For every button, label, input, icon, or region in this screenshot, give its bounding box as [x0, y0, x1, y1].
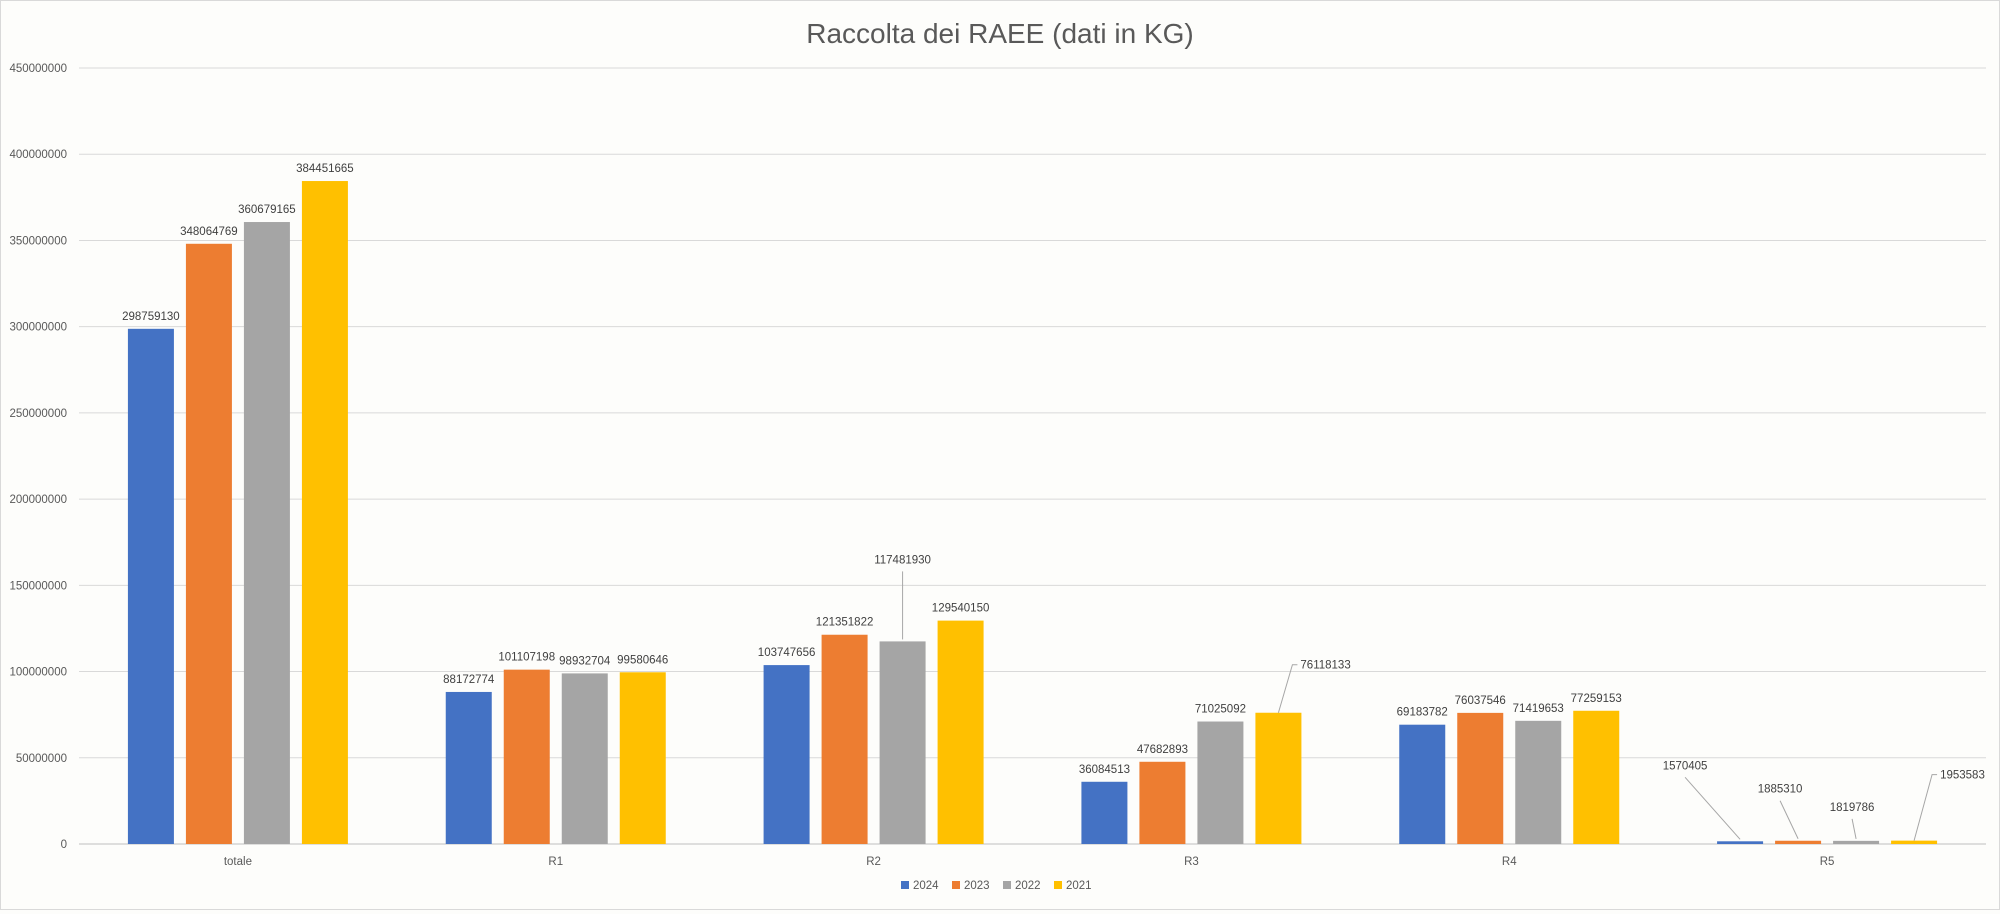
bar: [937, 620, 984, 844]
bar: [821, 634, 868, 844]
bar: [619, 672, 666, 844]
data-label: 1885310: [1758, 784, 1803, 796]
bar: [1457, 712, 1504, 844]
y-tick-label: 400000000: [9, 149, 67, 161]
y-tick-label: 350000000: [9, 235, 67, 247]
bar: [1255, 712, 1302, 844]
data-label: 298759130: [122, 311, 180, 323]
bar: [1515, 720, 1562, 844]
legend-label: 2021: [1066, 880, 1092, 892]
y-tick-label: 200000000: [9, 494, 67, 506]
bar: [1717, 841, 1764, 844]
bar: [1833, 840, 1880, 844]
bar: [1891, 840, 1938, 844]
leader-line: [1913, 774, 1938, 841]
leader-line: [1277, 664, 1298, 713]
bar: [301, 181, 348, 844]
y-tick-label: 100000000: [9, 667, 67, 679]
data-label: 88172774: [443, 674, 495, 686]
data-label: 99580646: [617, 654, 668, 666]
bar: [1775, 840, 1822, 844]
bar: [1197, 721, 1244, 844]
x-tick-label: R5: [1820, 856, 1835, 868]
legend-label: 2023: [964, 880, 990, 892]
legend-label: 2022: [1015, 880, 1041, 892]
data-label: 1953583: [1940, 770, 1985, 782]
data-label: 1570405: [1663, 760, 1708, 772]
y-tick-label: 0: [61, 839, 67, 851]
bar: [445, 691, 492, 844]
bar: [185, 243, 232, 845]
data-label: 117481930: [874, 554, 931, 566]
y-tick-label: 150000000: [9, 580, 67, 592]
bar: [1573, 710, 1620, 844]
legend-swatch: [901, 881, 909, 889]
bar: [1081, 781, 1128, 844]
x-tick-label: R3: [1184, 856, 1199, 868]
data-label: 101107198: [498, 652, 555, 664]
data-label: 348064769: [180, 226, 238, 238]
data-label: 76118133: [1300, 660, 1350, 672]
y-axis: 0 50000000 100000000 150000000 200000000 2500…: [9, 63, 67, 851]
legend-item-2021[interactable]: 2021: [1054, 880, 1092, 892]
legend[interactable]: 2024 2023 2022 2021: [901, 880, 1092, 892]
data-label: 76037546: [1455, 695, 1506, 707]
data-label: 1819786: [1830, 802, 1875, 814]
leader-line: [1684, 776, 1741, 840]
leader-line: [1779, 800, 1799, 839]
data-label: 129540150: [932, 603, 990, 615]
x-tick-label: R1: [548, 856, 563, 868]
gridlines: [79, 67, 1986, 845]
bar: [561, 673, 608, 844]
legend-swatch: [1054, 881, 1062, 889]
data-label: 36084513: [1079, 764, 1130, 776]
leader-line: [1851, 818, 1857, 839]
y-tick-label: 450000000: [9, 63, 67, 75]
x-tick-label: totale: [224, 856, 252, 868]
legend-item-2022[interactable]: 2022: [1003, 880, 1041, 892]
legend-swatch: [1003, 881, 1011, 889]
legend-item-2024[interactable]: 2024: [901, 880, 939, 892]
x-tick-label: R4: [1502, 856, 1517, 868]
bar: [1139, 761, 1186, 844]
legend-label: 2024: [913, 880, 939, 892]
chart-title: Raccolta dei RAEE (dati in KG): [806, 18, 1194, 49]
data-label: 71419653: [1513, 703, 1564, 715]
data-label: 103747656: [758, 647, 816, 659]
data-label: 384451665: [296, 163, 354, 175]
bar: [243, 222, 290, 845]
bars: [127, 181, 1938, 845]
bar: [879, 641, 926, 844]
y-tick-label: 50000000: [16, 753, 67, 765]
data-label: 47682893: [1137, 744, 1188, 756]
x-axis: totale R1 R2 R3 R4 R5: [224, 856, 1835, 868]
x-tick-label: R2: [866, 856, 881, 868]
bar: [1399, 724, 1446, 844]
data-label: 69183782: [1397, 707, 1448, 719]
data-label: 121351822: [816, 617, 874, 629]
y-tick-label: 250000000: [9, 408, 67, 420]
data-label: 77259153: [1571, 693, 1622, 705]
bar: [763, 665, 810, 844]
legend-item-2023[interactable]: 2023: [952, 880, 990, 892]
legend-swatch: [952, 881, 960, 889]
data-label: 71025092: [1195, 704, 1246, 716]
data-label: 98932704: [559, 655, 611, 667]
y-tick-label: 300000000: [9, 322, 67, 334]
bar: [503, 669, 550, 844]
bar: [127, 328, 174, 844]
data-label: 360679165: [238, 204, 296, 216]
